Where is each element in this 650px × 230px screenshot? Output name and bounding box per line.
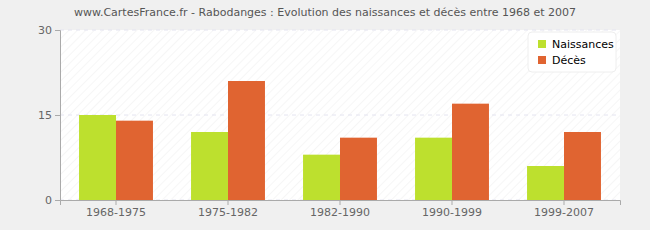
- chart: www.CartesFrance.fr - Rabodanges : Evolu…: [0, 0, 650, 230]
- legend-label: Décès: [552, 54, 586, 67]
- tick: 30: [38, 24, 60, 37]
- grid: [60, 30, 620, 200]
- tick-label: 0: [45, 194, 52, 207]
- axis-line: [55, 31, 61, 201]
- bar: [452, 104, 489, 200]
- tick-mark: [55, 200, 60, 201]
- legend-box: [528, 32, 616, 72]
- y-axis: 0 15 30: [38, 24, 61, 207]
- tick-mark: [340, 200, 341, 205]
- bar: [340, 138, 377, 200]
- bar: [79, 115, 116, 200]
- tick-label: 1990-1999: [422, 206, 482, 219]
- tick-label: 1975-1982: [198, 206, 258, 219]
- bar: [564, 132, 601, 200]
- tick: 1968-1975: [86, 200, 146, 219]
- axis-line: [61, 201, 621, 206]
- bar: [415, 138, 452, 200]
- plot: 0 15 30 1968-1975 1975-1982 1982-1990 1990-199…: [38, 24, 621, 219]
- bar: [228, 81, 265, 200]
- legend-swatch: [538, 40, 546, 48]
- legend-item: Décès: [538, 54, 586, 67]
- plot-background: [60, 30, 620, 200]
- tick: 1999-2007: [534, 200, 594, 219]
- tick: 0: [45, 194, 60, 207]
- tick-mark: [55, 115, 60, 116]
- tick-mark: [55, 30, 60, 31]
- bar: [527, 166, 564, 200]
- tick-label: 1968-1975: [86, 206, 146, 219]
- tick: 1982-1990: [310, 200, 370, 219]
- x-axis: 1968-1975 1975-1982 1982-1990 1990-1999 1999…: [61, 200, 621, 219]
- tick-mark: [564, 200, 565, 205]
- legend-swatch: [538, 56, 546, 64]
- tick: 1990-1999: [422, 200, 482, 219]
- tick-label: 30: [38, 24, 52, 37]
- bar: [116, 121, 153, 200]
- tick-mark: [228, 200, 229, 205]
- tick: 1975-1982: [198, 200, 258, 219]
- grid-line: [60, 115, 620, 116]
- grid-line: [60, 30, 620, 31]
- legend-item: Naissances: [538, 38, 614, 51]
- tick-label: 15: [38, 109, 52, 122]
- bars: [79, 81, 601, 200]
- tick-mark: [116, 200, 117, 205]
- title: www.CartesFrance.fr - Rabodanges : Evolu…: [74, 6, 576, 19]
- bar: [303, 155, 340, 200]
- legend: Naissances Décès: [528, 32, 616, 72]
- bar: [191, 132, 228, 200]
- tick-label: 1982-1990: [310, 206, 370, 219]
- tick: 15: [38, 109, 60, 122]
- legend-label: Naissances: [552, 38, 614, 51]
- tick-mark: [452, 200, 453, 205]
- tick-label: 1999-2007: [534, 206, 594, 219]
